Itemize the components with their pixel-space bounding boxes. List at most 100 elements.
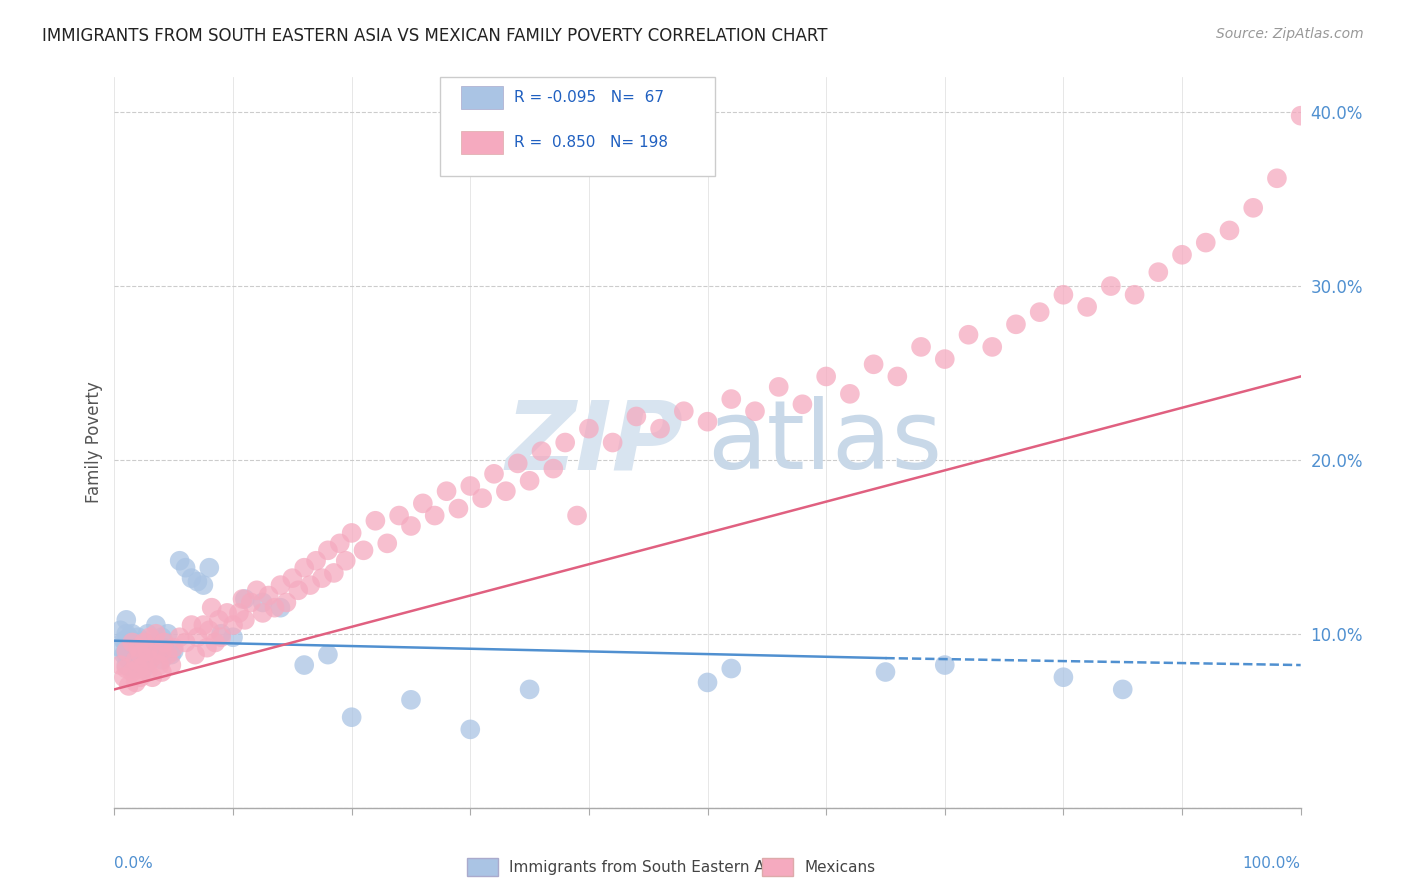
- Point: [148, 640, 170, 655]
- Point: [263, 600, 285, 615]
- Point: [744, 404, 766, 418]
- Point: [626, 409, 648, 424]
- Point: [112, 670, 135, 684]
- Point: [340, 710, 363, 724]
- Point: [127, 658, 149, 673]
- Point: [519, 682, 541, 697]
- Point: [257, 589, 280, 603]
- Point: [458, 479, 481, 493]
- Point: [193, 618, 215, 632]
- Point: [1028, 305, 1050, 319]
- Point: [129, 648, 152, 662]
- Point: [110, 658, 132, 673]
- Point: [792, 397, 814, 411]
- Point: [110, 640, 132, 655]
- Point: [910, 340, 932, 354]
- Point: [180, 618, 202, 632]
- Point: [115, 644, 138, 658]
- Point: [174, 560, 197, 574]
- Point: [246, 583, 269, 598]
- Point: [217, 606, 239, 620]
- Point: [121, 644, 143, 658]
- Point: [204, 635, 226, 649]
- Point: [136, 644, 159, 658]
- Point: [815, 369, 838, 384]
- Point: [1218, 223, 1240, 237]
- Point: [112, 633, 135, 648]
- Point: [127, 630, 149, 644]
- Point: [125, 653, 148, 667]
- Point: [1005, 318, 1028, 332]
- Point: [875, 665, 897, 679]
- Point: [145, 635, 167, 649]
- Point: [141, 648, 163, 662]
- Point: [957, 327, 980, 342]
- Point: [121, 626, 143, 640]
- Point: [720, 392, 742, 406]
- Text: IMMIGRANTS FROM SOUTH EASTERN ASIA VS MEXICAN FAMILY POVERTY CORRELATION CHART: IMMIGRANTS FROM SOUTH EASTERN ASIA VS ME…: [42, 27, 828, 45]
- Point: [136, 644, 159, 658]
- Point: [132, 658, 155, 673]
- Y-axis label: Family Poverty: Family Poverty: [86, 382, 103, 503]
- Point: [672, 404, 695, 418]
- Point: [530, 444, 553, 458]
- Point: [117, 630, 139, 644]
- Point: [412, 496, 434, 510]
- Point: [136, 665, 159, 679]
- Point: [543, 461, 565, 475]
- Point: [110, 624, 132, 638]
- Point: [1052, 287, 1074, 301]
- Point: [184, 648, 207, 662]
- Point: [934, 658, 956, 673]
- Point: [141, 670, 163, 684]
- Point: [112, 648, 135, 662]
- Text: atlas: atlas: [707, 396, 942, 489]
- Point: [1052, 670, 1074, 684]
- Point: [163, 640, 186, 655]
- Point: [150, 644, 173, 658]
- Point: [198, 560, 221, 574]
- Point: [132, 635, 155, 649]
- Point: [506, 456, 529, 470]
- Point: [153, 640, 176, 655]
- Point: [150, 653, 173, 667]
- Point: [145, 618, 167, 632]
- Point: [305, 554, 328, 568]
- Point: [768, 380, 790, 394]
- Point: [1171, 248, 1194, 262]
- Point: [292, 658, 315, 673]
- Point: [458, 723, 481, 737]
- Point: [115, 626, 138, 640]
- Point: [233, 613, 256, 627]
- Point: [129, 635, 152, 649]
- Point: [696, 415, 718, 429]
- Point: [1112, 682, 1135, 697]
- Point: [648, 422, 671, 436]
- Point: [209, 626, 232, 640]
- Point: [578, 422, 600, 436]
- Point: [195, 640, 218, 655]
- Text: 100.0%: 100.0%: [1243, 856, 1301, 871]
- Point: [117, 653, 139, 667]
- Point: [335, 554, 357, 568]
- Point: [602, 435, 624, 450]
- Point: [340, 525, 363, 540]
- Point: [862, 357, 884, 371]
- Point: [115, 661, 138, 675]
- Point: [127, 640, 149, 655]
- Point: [129, 648, 152, 662]
- Point: [447, 501, 470, 516]
- Point: [121, 665, 143, 679]
- Point: [139, 653, 162, 667]
- Text: ZIP: ZIP: [506, 396, 683, 489]
- Point: [150, 665, 173, 679]
- Point: [163, 644, 186, 658]
- Point: [139, 630, 162, 644]
- Point: [299, 578, 322, 592]
- Point: [186, 630, 208, 644]
- Point: [519, 474, 541, 488]
- Point: [231, 592, 253, 607]
- Point: [115, 613, 138, 627]
- Point: [156, 626, 179, 640]
- Point: [934, 352, 956, 367]
